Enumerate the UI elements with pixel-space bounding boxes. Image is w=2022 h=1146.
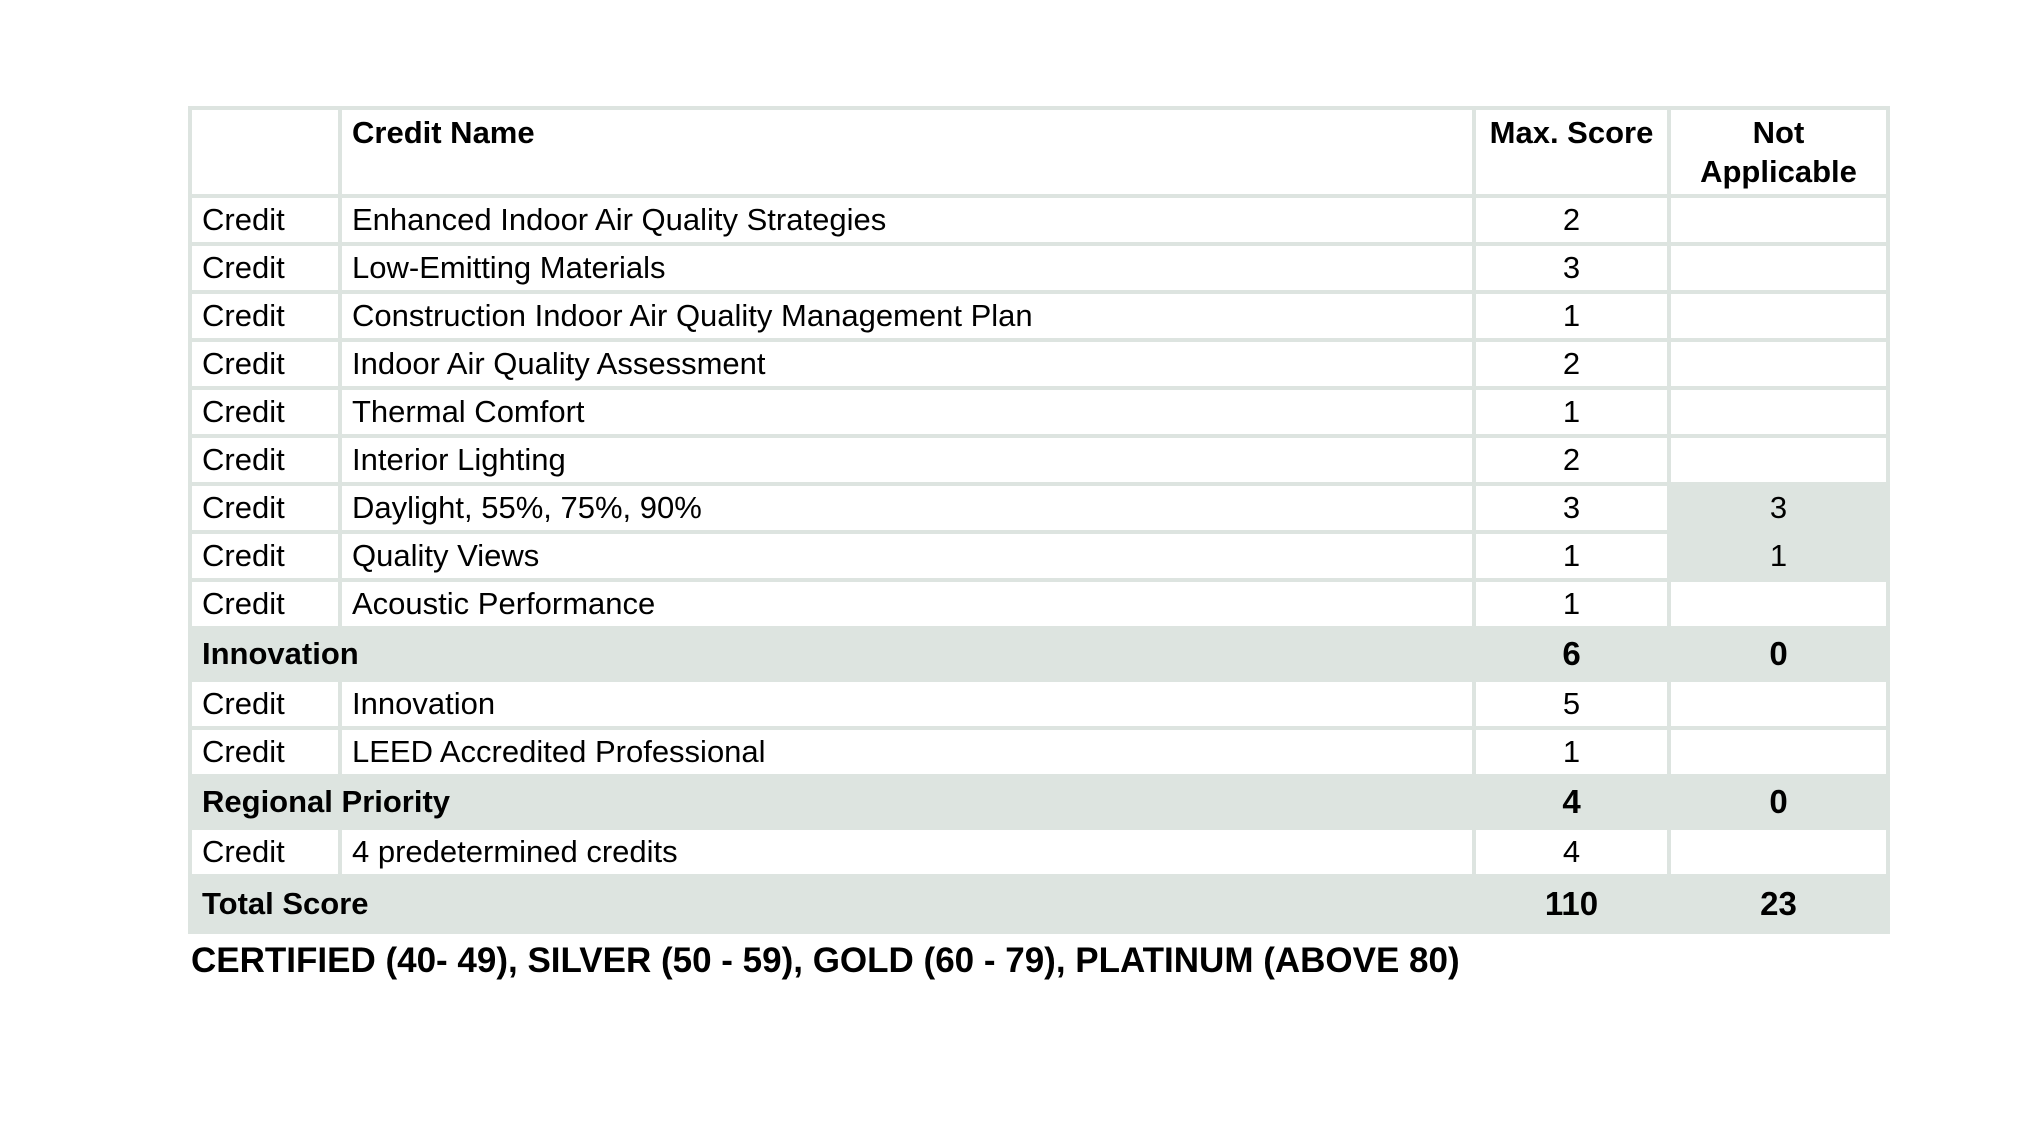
credit-name-cell: Indoor Air Quality Assessment xyxy=(338,338,1476,390)
not-applicable-cell xyxy=(1667,826,1890,878)
section-max-score-cell: 4 xyxy=(1472,774,1671,830)
header-empty-cell xyxy=(188,106,342,198)
credit-row: Credit Low-Emitting Materials 3 xyxy=(188,242,1890,294)
section-title: Innovation xyxy=(188,626,1476,682)
section-row: Innovation 6 0 xyxy=(188,626,1890,682)
max-score-cell: 1 xyxy=(1472,290,1671,342)
section-not-applicable-cell: 0 xyxy=(1667,626,1890,682)
credit-name-cell: LEED Accredited Professional xyxy=(338,726,1476,778)
credit-name-cell: Low-Emitting Materials xyxy=(338,242,1476,294)
max-score-cell: 3 xyxy=(1472,242,1671,294)
total-score-label: Total Score xyxy=(188,874,1476,934)
credit-name-cell: Thermal Comfort xyxy=(338,386,1476,438)
credit-name-cell: Construction Indoor Air Quality Manageme… xyxy=(338,290,1476,342)
section-not-applicable-cell: 0 xyxy=(1667,774,1890,830)
max-score-cell: 1 xyxy=(1472,386,1671,438)
max-score-cell: 2 xyxy=(1472,434,1671,486)
credit-row: Credit Thermal Comfort 1 xyxy=(188,386,1890,438)
total-score-row: Total Score 110 23 xyxy=(188,874,1890,934)
credit-row: Credit Indoor Air Quality Assessment 2 xyxy=(188,338,1890,390)
credit-type-cell: Credit xyxy=(188,578,342,630)
credit-row: Credit Construction Indoor Air Quality Ma… xyxy=(188,290,1890,342)
total-not-applicable-cell: 23 xyxy=(1667,874,1890,934)
credit-row: Credit Interior Lighting 2 xyxy=(188,434,1890,486)
credit-name-cell: Innovation xyxy=(338,678,1476,730)
credit-type-cell: Credit xyxy=(188,290,342,342)
credit-name-cell: Enhanced Indoor Air Quality Strategies xyxy=(338,194,1476,246)
max-score-cell: 3 xyxy=(1472,482,1671,534)
section-row: Regional Priority 4 0 xyxy=(188,774,1890,830)
credit-row: Credit Enhanced Indoor Air Quality Strate… xyxy=(188,194,1890,246)
credit-type-cell: Credit xyxy=(188,826,342,878)
not-applicable-cell: 3 xyxy=(1667,482,1890,534)
credit-name-cell: Daylight, 55%, 75%, 90% xyxy=(338,482,1476,534)
section-title: Regional Priority xyxy=(188,774,1476,830)
scorecard-body: Credit Enhanced Indoor Air Quality Strate… xyxy=(188,194,1890,934)
header-row: Credit Name Max. Score Not Applicable xyxy=(188,106,1890,198)
credit-type-cell: Credit xyxy=(188,530,342,582)
max-score-cell: 2 xyxy=(1472,338,1671,390)
not-applicable-cell xyxy=(1667,434,1890,486)
certification-levels-note: CERTIFIED (40- 49), SILVER (50 - 59), GO… xyxy=(191,941,1460,980)
max-score-cell: 5 xyxy=(1472,678,1671,730)
max-score-cell: 4 xyxy=(1472,826,1671,878)
max-score-cell: 1 xyxy=(1472,578,1671,630)
credit-name-cell: Quality Views xyxy=(338,530,1476,582)
not-applicable-cell xyxy=(1667,242,1890,294)
credit-type-cell: Credit xyxy=(188,482,342,534)
not-applicable-cell xyxy=(1667,726,1890,778)
scorecard-header: Credit Name Max. Score Not Applicable xyxy=(188,106,1890,198)
not-applicable-cell xyxy=(1667,578,1890,630)
total-max-score-cell: 110 xyxy=(1472,874,1671,934)
credit-name-cell: Acoustic Performance xyxy=(338,578,1476,630)
header-credit-name: Credit Name xyxy=(338,106,1476,198)
scorecard-table: Credit Name Max. Score Not Applicable Cr… xyxy=(188,106,1890,934)
not-applicable-cell xyxy=(1667,678,1890,730)
not-applicable-cell xyxy=(1667,290,1890,342)
credit-name-cell: 4 predetermined credits xyxy=(338,826,1476,878)
header-not-applicable: Not Applicable xyxy=(1667,106,1890,198)
credit-row: Credit 4 predetermined credits 4 xyxy=(188,826,1890,878)
header-max-score: Max. Score xyxy=(1472,106,1671,198)
credit-row: Credit Quality Views 1 1 xyxy=(188,530,1890,582)
max-score-cell: 1 xyxy=(1472,726,1671,778)
credit-row: Credit Acoustic Performance 1 xyxy=(188,578,1890,630)
not-applicable-cell xyxy=(1667,194,1890,246)
not-applicable-cell: 1 xyxy=(1667,530,1890,582)
credit-type-cell: Credit xyxy=(188,726,342,778)
credit-row: Credit Daylight, 55%, 75%, 90% 3 3 xyxy=(188,482,1890,534)
section-max-score-cell: 6 xyxy=(1472,626,1671,682)
credit-row: Credit LEED Accredited Professional 1 xyxy=(188,726,1890,778)
not-applicable-cell xyxy=(1667,386,1890,438)
credit-row: Credit Innovation 5 xyxy=(188,678,1890,730)
credit-type-cell: Credit xyxy=(188,434,342,486)
credit-name-cell: Interior Lighting xyxy=(338,434,1476,486)
credit-type-cell: Credit xyxy=(188,242,342,294)
max-score-cell: 1 xyxy=(1472,530,1671,582)
credit-type-cell: Credit xyxy=(188,338,342,390)
not-applicable-cell xyxy=(1667,338,1890,390)
credit-type-cell: Credit xyxy=(188,194,342,246)
max-score-cell: 2 xyxy=(1472,194,1671,246)
credit-type-cell: Credit xyxy=(188,678,342,730)
credit-type-cell: Credit xyxy=(188,386,342,438)
